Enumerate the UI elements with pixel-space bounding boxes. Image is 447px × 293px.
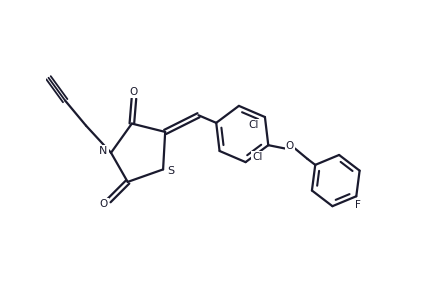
Text: S: S — [167, 166, 174, 176]
Text: N: N — [99, 146, 108, 156]
Text: Cl: Cl — [252, 152, 262, 162]
Text: O: O — [286, 142, 294, 151]
Text: O: O — [130, 87, 138, 97]
Text: Cl: Cl — [248, 120, 258, 130]
Text: F: F — [355, 200, 361, 209]
Text: O: O — [100, 199, 108, 209]
